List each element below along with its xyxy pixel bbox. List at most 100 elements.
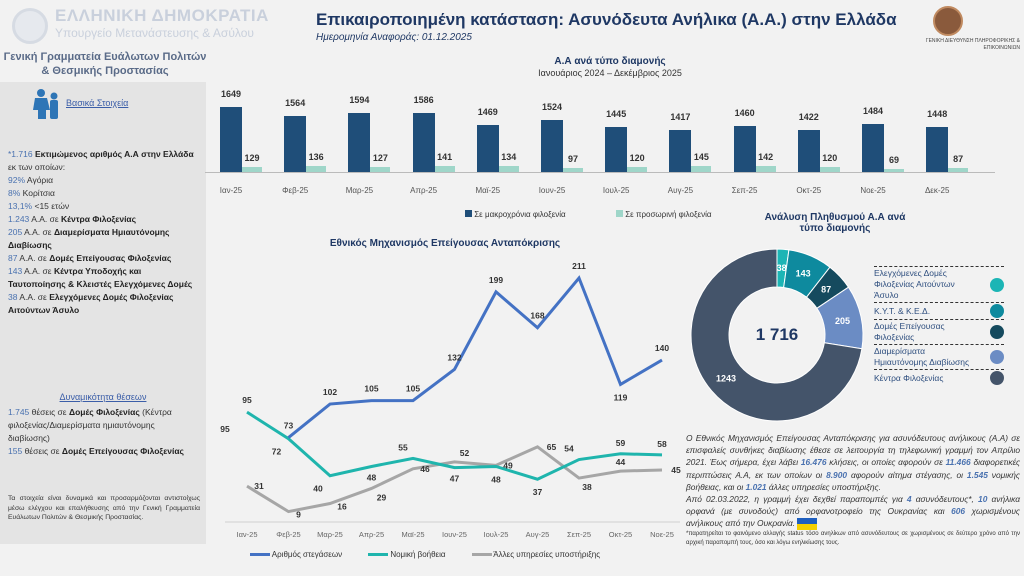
line-chart-title: Εθνικός Μηχανισμός Επείγουσας Ανταπόκρισ… [329,238,561,249]
donut-slice-label: 1243 [716,373,736,383]
donut-title: Ανάλυση Πληθυσμού Α.Α ανά τύπο διαμονής [764,212,906,234]
bar-temp [884,169,904,172]
bar-chart-title: Α.Α ανά τύπο διαμονής [554,56,666,67]
bar-temp [563,167,583,172]
line-legend: Αριθμός στεγάσεων Νομική βοήθεια Άλλες υ… [250,550,670,559]
bar-value-long: 1422 [798,111,819,122]
ministry-header: Υπουργείο Μετανάστευσης & Ασύλου [55,26,254,40]
bar-value-temp: 120 [629,153,645,164]
footnote: *παρατηρείται το φαινόμενο αλλαγής statu… [686,531,1020,547]
bar-x-tick: Νοε-25 [860,186,886,195]
bar-x-tick: Απρ-25 [410,186,438,195]
line-x-tick: Ιουν-25 [442,530,467,539]
line-data-label: 46 [420,464,430,474]
bar-value-long: 1649 [220,89,242,99]
line-data-label: 52 [460,448,470,458]
line-data-label: 58 [657,439,667,449]
disclaimer: Τα στοιχεία είναι δυναμικά και προσαρμόζ… [8,495,200,521]
bar-value-temp: 136 [308,152,324,163]
line-data-label: 38 [582,482,592,492]
bar-x-tick: Μαρ-25 [345,186,374,195]
capacity-stats: 1.745 θέσεις σε Δομές Φιλοξενίας (Κέντρα… [8,407,184,456]
line-data-label: 105 [364,384,378,394]
bar-x-tick: Μαϊ-25 [475,186,501,195]
bar-value-temp: 127 [372,152,388,163]
donut-legend-label: Ελεγχόμενες Δομές Φιλοξενίας Αιτούντων Ά… [874,268,955,300]
bar-legend-temp: Σε προσωρινή φιλοξενία [616,210,712,219]
bar-axis [205,172,995,173]
donut-legend: Ελεγχόμενες Δομές Φιλοξενίας Αιτούντων Ά… [874,266,1004,386]
basics-link[interactable]: Βασικά Στοιχεία [66,98,129,108]
bar-temp [242,166,262,172]
bar-chart: 1649 129 Ιαν-25 1564 136 Φεβ-25 1594 127 Μαρ-25 1… [0,0,1024,230]
bar-value-long: 1460 [734,107,755,118]
donut-legend-item: Κέντρα Φιλοξενίας [874,369,1004,386]
republic-header: ΕΛΛΗΝΙΚΗ ΔΗΜΟΚΡΑΤΙΑ [55,6,269,25]
bar-long [862,123,884,172]
page-title: Επικαιροποιημένη κατάσταση: Ασυνόδευτα Α… [316,10,897,29]
bar-value-temp: 129 [244,152,260,163]
bar-long [797,129,820,172]
line-data-label: 47 [450,474,460,484]
bar-x-tick: Ιαν-25 [219,186,243,195]
line-data-label: 40 [313,484,323,494]
bar-value-long: 1586 [413,95,434,106]
donut-legend-dot [990,304,1004,318]
bar-value-temp: 87 [953,154,964,165]
bar-temp [627,167,648,172]
capacity-link[interactable]: Δυναμικότητα θέσεων [59,392,147,402]
line-series-1 [246,410,663,481]
bar-x-tick: Αυγ-25 [667,186,694,195]
line-data-label: 59 [616,438,626,448]
line-data-label: 199 [489,275,503,285]
donut-legend-item: Δομές Επείγουσας Φιλοξενίας [874,319,1004,344]
bar-long [412,113,435,172]
basic-stats: *1.716 Εκτιμώμενος αριθμός Α.Α στην Ελλά… [8,149,194,315]
bar-long [926,127,949,172]
ukraine-flag-icon [797,518,818,531]
donut-slice-label: 38 [777,263,787,273]
line-x-tick: Νοε-25 [650,530,674,539]
donut-legend-dot [990,371,1004,385]
line-data-label: 16 [337,501,347,511]
line-data-label: 31 [254,481,264,491]
bar-long [284,115,307,172]
line-data-label: 54 [564,444,574,454]
line-data-label: 44 [616,457,626,467]
bar-value-temp: 69 [888,155,899,166]
line-data-label: 29 [377,492,387,502]
bar-value-temp: 145 [693,152,709,162]
line-data-label: 72 [272,447,282,457]
line-data-label: 95 [242,395,252,405]
bar-temp [819,167,840,172]
children-icon [33,89,58,119]
donut-slice-label: 143 [796,268,811,278]
donut-legend-label: Διαμερίσματα Ημιαυτόνομης Διαβίωσης [874,346,970,367]
bar-x-tick: Δεκ-25 [924,186,950,195]
bar-value-temp: 120 [822,153,838,164]
bar-long [348,112,371,172]
bar-value-temp: 141 [437,152,453,163]
donut-legend-item: Ελεγχόμενες Δομές Φιλοξενίας Αιτούντων Ά… [874,266,1004,302]
donut-legend-dot [990,350,1004,364]
donut-legend-dot [990,277,1004,292]
line-x-tick: Σεπ-25 [567,530,591,539]
bar-value-long: 1594 [349,94,370,105]
line-data-label: 48 [491,474,501,484]
directorate-logo-text: ΓΕΝΙΚΗ ΔΙΕΥΘΥΝΣΗ ΠΛΗΡΟΦΟΡΙΚΗΣ & ΕΠΙΚΟΙΝΩ… [925,38,1020,51]
line-data-label: 9 [296,510,301,520]
bar-long [476,125,499,172]
bar-temp [691,166,712,172]
line-x-tick: Αυγ-25 [526,530,550,539]
bar-temp [370,166,391,172]
bar-value-temp: 142 [758,152,774,163]
bar-temp [498,166,519,172]
line-data-label: 48 [367,472,377,482]
bar-x-tick: Ιουν-25 [538,186,566,195]
line-data-label: 73 [284,421,294,431]
line-data-label: 49 [503,460,513,470]
line-data-label: 119 [614,392,628,402]
greek-emblem-icon [12,8,48,44]
bar-value-long: 1417 [670,112,691,123]
